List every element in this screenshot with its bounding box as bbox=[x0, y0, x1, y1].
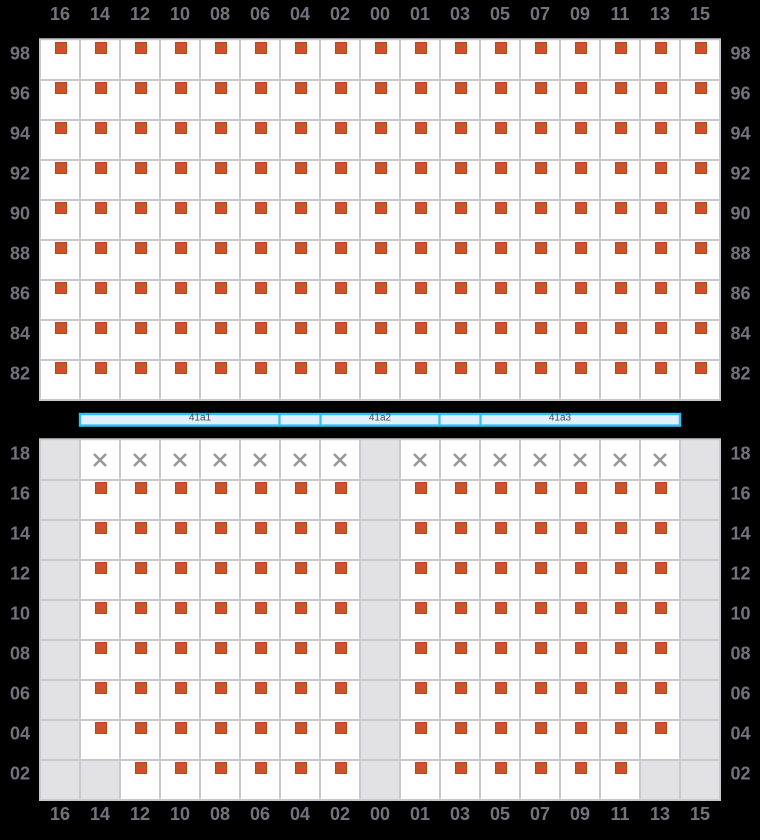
svg-text:10: 10 bbox=[170, 4, 190, 24]
svg-text:15: 15 bbox=[690, 4, 710, 24]
svg-text:94: 94 bbox=[10, 124, 30, 144]
svg-text:06: 06 bbox=[250, 4, 270, 24]
svg-text:09: 09 bbox=[570, 4, 590, 24]
svg-text:04: 04 bbox=[290, 4, 310, 24]
svg-text:82: 82 bbox=[731, 364, 751, 384]
svg-text:14: 14 bbox=[90, 804, 110, 824]
svg-text:11: 11 bbox=[610, 4, 629, 24]
svg-text:06: 06 bbox=[10, 684, 30, 704]
svg-text:90: 90 bbox=[731, 204, 751, 224]
svg-text:01: 01 bbox=[410, 804, 430, 824]
svg-text:41a1: 41a1 bbox=[189, 413, 212, 424]
svg-text:92: 92 bbox=[10, 164, 30, 184]
svg-text:14: 14 bbox=[10, 524, 30, 544]
svg-text:41a2: 41a2 bbox=[369, 413, 392, 424]
svg-text:16: 16 bbox=[50, 4, 70, 24]
svg-text:16: 16 bbox=[10, 484, 30, 504]
svg-text:08: 08 bbox=[210, 4, 230, 24]
svg-text:04: 04 bbox=[10, 724, 30, 744]
svg-text:92: 92 bbox=[731, 164, 751, 184]
svg-text:06: 06 bbox=[250, 804, 270, 824]
svg-text:03: 03 bbox=[450, 4, 470, 24]
svg-text:18: 18 bbox=[731, 444, 751, 464]
svg-text:86: 86 bbox=[731, 284, 751, 304]
svg-text:16: 16 bbox=[50, 804, 70, 824]
svg-text:01: 01 bbox=[410, 4, 430, 24]
svg-text:14: 14 bbox=[731, 524, 751, 544]
svg-text:08: 08 bbox=[10, 644, 30, 664]
svg-text:00: 00 bbox=[370, 4, 390, 24]
svg-text:98: 98 bbox=[731, 44, 751, 64]
svg-text:86: 86 bbox=[10, 284, 30, 304]
svg-text:08: 08 bbox=[731, 644, 751, 664]
svg-text:00: 00 bbox=[370, 804, 390, 824]
svg-text:13: 13 bbox=[650, 4, 670, 24]
svg-text:06: 06 bbox=[731, 684, 751, 704]
svg-text:10: 10 bbox=[731, 604, 751, 624]
svg-text:98: 98 bbox=[10, 44, 30, 64]
svg-text:84: 84 bbox=[731, 324, 751, 344]
svg-text:88: 88 bbox=[731, 244, 751, 264]
svg-text:07: 07 bbox=[530, 804, 550, 824]
svg-text:88: 88 bbox=[10, 244, 30, 264]
svg-text:11: 11 bbox=[610, 804, 629, 824]
svg-text:12: 12 bbox=[10, 564, 30, 584]
svg-text:08: 08 bbox=[210, 804, 230, 824]
svg-text:02: 02 bbox=[731, 764, 751, 784]
svg-text:14: 14 bbox=[90, 4, 110, 24]
svg-text:04: 04 bbox=[731, 724, 751, 744]
svg-text:03: 03 bbox=[450, 804, 470, 824]
svg-text:82: 82 bbox=[10, 364, 30, 384]
svg-text:02: 02 bbox=[330, 804, 350, 824]
svg-text:18: 18 bbox=[10, 444, 30, 464]
svg-text:41a3: 41a3 bbox=[549, 413, 572, 424]
svg-text:13: 13 bbox=[650, 804, 670, 824]
svg-text:12: 12 bbox=[731, 564, 751, 584]
svg-text:02: 02 bbox=[10, 764, 30, 784]
svg-text:05: 05 bbox=[490, 804, 510, 824]
svg-text:09: 09 bbox=[570, 804, 590, 824]
svg-text:16: 16 bbox=[731, 484, 751, 504]
svg-text:10: 10 bbox=[170, 804, 190, 824]
svg-text:07: 07 bbox=[530, 4, 550, 24]
svg-text:96: 96 bbox=[10, 84, 30, 104]
svg-text:12: 12 bbox=[130, 804, 150, 824]
svg-text:04: 04 bbox=[290, 804, 310, 824]
svg-text:96: 96 bbox=[731, 84, 751, 104]
svg-text:12: 12 bbox=[130, 4, 150, 24]
svg-text:90: 90 bbox=[10, 204, 30, 224]
svg-text:84: 84 bbox=[10, 324, 30, 344]
svg-text:10: 10 bbox=[10, 604, 30, 624]
svg-text:02: 02 bbox=[330, 4, 350, 24]
svg-text:94: 94 bbox=[731, 124, 751, 144]
svg-text:05: 05 bbox=[490, 4, 510, 24]
svg-text:15: 15 bbox=[690, 804, 710, 824]
